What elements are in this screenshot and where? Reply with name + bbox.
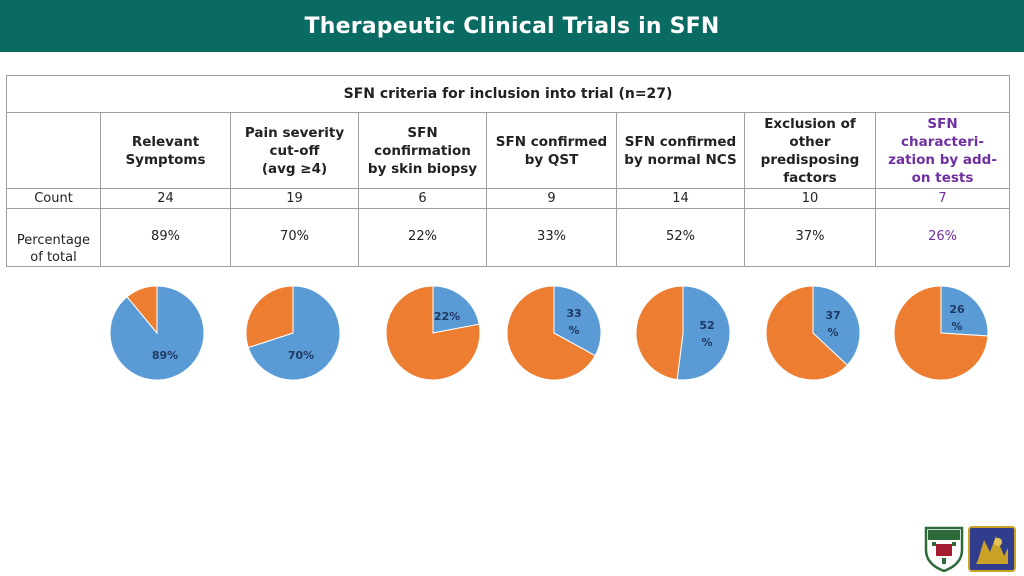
- percent-cell: 89%: [100, 208, 231, 267]
- pie-slice-included: [940, 285, 989, 337]
- column-header: Exclusion of other predisposing factors: [744, 112, 876, 189]
- column-header: Pain severity cut-off (avg ≥4): [230, 112, 359, 189]
- percent-cell: 70%: [230, 208, 359, 267]
- pie-data-label: 37%: [825, 309, 840, 339]
- column-header: SFN confirmed by QST: [486, 112, 617, 189]
- page-title: Therapeutic Clinical Trials in SFN: [304, 13, 720, 39]
- university-shield-icon: [924, 526, 964, 572]
- pie-slice-remaining: [126, 285, 158, 335]
- percent-row: Percentage of total 89% 70% 22% 33% 52% …: [6, 208, 1011, 267]
- pie-slice-remaining: [893, 285, 989, 381]
- count-cell: 19: [230, 188, 359, 209]
- count-cell: 24: [100, 188, 231, 209]
- pie-data-label: 26%: [949, 303, 965, 333]
- percent-cell: 37%: [744, 208, 876, 267]
- count-cell: 14: [616, 188, 745, 209]
- pie-slice-remaining: [245, 285, 294, 349]
- count-cell: 7: [874, 188, 1011, 209]
- pie-data-label: 52%: [699, 319, 714, 349]
- pie-data-label: 89%: [152, 349, 178, 362]
- pie-data-label: 22%: [434, 310, 460, 323]
- count-row: Count 24 19 6 9 14 10 7: [6, 188, 1011, 209]
- pie-slice-remaining: [765, 285, 848, 381]
- row-label-percent: Percentage of total: [6, 208, 101, 267]
- column-header: SFN characteri- zation by add- on tests: [874, 112, 1011, 189]
- count-cell: 10: [744, 188, 876, 209]
- percent-cell: 52%: [616, 208, 745, 267]
- column-header: SFN confirmation by skin biopsy: [358, 112, 487, 189]
- count-cell: 9: [486, 188, 617, 209]
- column-header: SFN confirmed by normal NCS: [616, 112, 745, 189]
- percent-cell: 22%: [358, 208, 487, 267]
- pie-slice-included: [553, 285, 602, 357]
- header-row: Relevant Symptoms Pain severity cut-off …: [6, 112, 1011, 189]
- pie-slice-included: [812, 285, 861, 366]
- pie-data-label: 33%: [566, 307, 581, 337]
- pie-slice-included: [676, 285, 731, 381]
- column-header: Relevant Symptoms: [100, 112, 231, 189]
- pie-slice-included: [432, 285, 480, 334]
- percent-cell: 26%: [874, 208, 1011, 267]
- header-corner: [6, 112, 101, 189]
- percent-cell: 33%: [486, 208, 617, 267]
- pie-slice-included: [247, 285, 341, 381]
- pie-slice-remaining: [635, 285, 684, 381]
- table-caption: SFN criteria for inclusion into trial (n…: [5, 75, 1011, 113]
- pie-slice-remaining: [506, 285, 596, 381]
- criteria-table: SFN criteria for inclusion into trial (n…: [5, 75, 1011, 267]
- pie-slice-remaining: [385, 285, 481, 381]
- count-cell: 6: [358, 188, 487, 209]
- department-crest-icon: [968, 526, 1016, 572]
- row-label-count: Count: [6, 188, 101, 209]
- pie-slice-included: [109, 285, 205, 381]
- pie-data-label: 70%: [288, 349, 314, 362]
- title-bar: Therapeutic Clinical Trials in SFN: [0, 0, 1024, 52]
